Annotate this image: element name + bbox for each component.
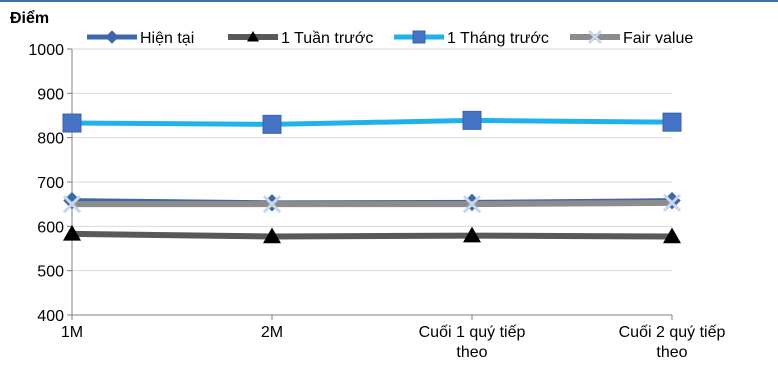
legend-item: Hiện tại [87,30,194,47]
data-point [412,30,426,44]
data-point [462,110,482,130]
data-point [463,226,481,243]
legend-label: 1 Tháng trước [447,30,549,47]
data-point [662,112,682,132]
data-point [662,193,682,212]
y-axis: 400 500 600 700 800 900 1000 [28,42,73,325]
data-point [262,195,282,214]
x-tick-label: Cuối 1 quý tiếp theo [419,324,526,361]
legend-label: Hiện tại [140,30,194,47]
data-point [262,114,282,134]
y-tick-label: 400 [37,308,64,325]
series-3 [62,193,682,214]
data-point [62,195,82,214]
x-tick-label: 2M [261,324,283,341]
series-2 [62,110,682,134]
series-line [71,117,673,127]
plot-area [62,110,682,244]
x-tick-label: Cuối 2 quý tiếp theo [619,324,726,361]
series-line [72,199,673,208]
x-axis: 1M 2M Cuối 1 quý tiếp theo Cuối 2 quý tiếp th… [61,314,726,361]
data-point [62,113,82,133]
legend-item: 1 Tháng trước [394,30,549,47]
legend-label: Fair value [623,30,693,47]
y-tick-label: 1000 [28,42,64,59]
x-tick-label: 1M [61,324,83,341]
y-tick-label: 700 [37,175,64,192]
series-line [71,230,673,240]
y-tick-label: 900 [37,86,64,103]
data-point [105,30,119,44]
data-point [663,227,681,244]
legend-label: 1 Tuần trước [281,30,373,47]
series-1 [63,224,681,244]
y-tick-label: 600 [37,219,64,236]
data-point [263,227,281,244]
data-point [462,195,482,214]
data-point [247,31,259,42]
legend-item: 1 Tuần trước [228,30,373,47]
data-point [63,224,81,241]
y-tick-label: 800 [37,131,64,148]
data-point [587,29,603,45]
y-unit-label: Điểm [10,9,49,27]
legend: Hiện tại 1 Tuần trước 1 Tháng trước Fair va… [87,29,693,47]
legend-item: Fair value [570,29,693,47]
gridlines [72,48,672,316]
y-tick-label: 500 [37,264,64,281]
